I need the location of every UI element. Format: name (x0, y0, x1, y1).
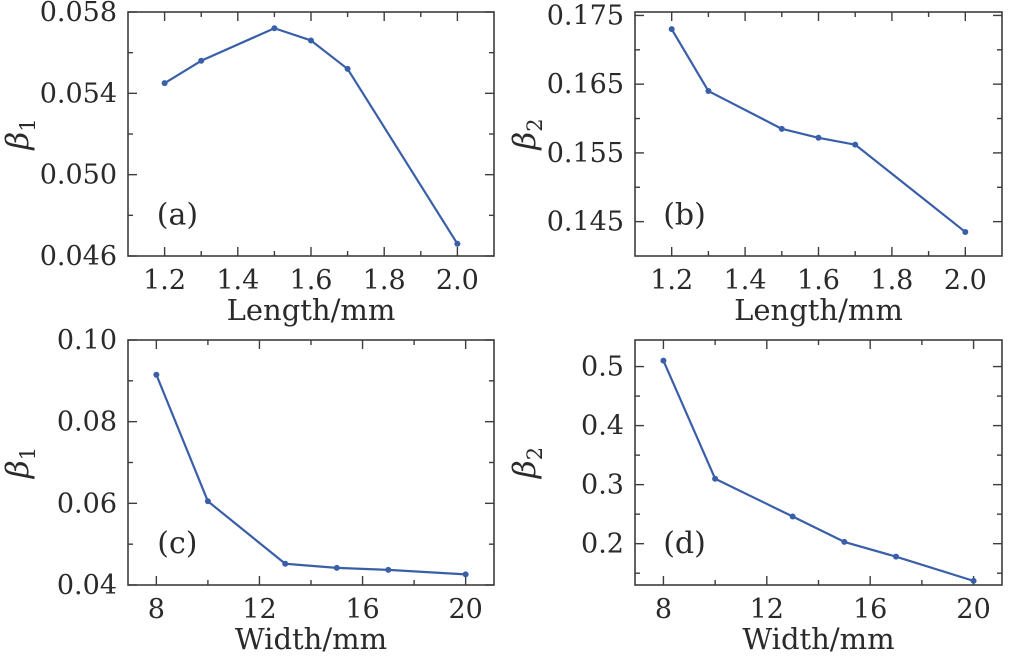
panel-c-beta1-vs-width: 8 12 16 20 0.04 0.06 0.08 0.10 Width/mm β1 (c) (0, 325, 507, 657)
data-point-marker (462, 571, 469, 578)
y-tick-label: 0.050 (40, 160, 117, 191)
data-point-marker (962, 228, 969, 235)
x-axis-label: Length/mm (734, 293, 903, 327)
y-tick-label: 0.10 (57, 328, 117, 356)
y-axis-label: β2 (507, 118, 547, 150)
x-tick-label: 1.4 (216, 265, 259, 296)
series-line (155, 373, 467, 576)
data-point-marker (282, 560, 289, 567)
data-point-marker (852, 141, 859, 148)
x-tick-label: 1.8 (870, 265, 913, 296)
x-tick-label: 20 (448, 594, 482, 625)
panel-d-beta2-vs-width: 8 12 16 20 0.2 0.3 0.4 0.5 Width/mm β2 (d) (507, 328, 1015, 657)
x-tick-label: 1.6 (797, 265, 840, 296)
panel-letter-label: (d) (663, 526, 706, 561)
series-line (163, 27, 459, 245)
x-axis-label: Width/mm (235, 622, 387, 656)
data-point-marker (333, 564, 340, 571)
data-point-marker (778, 125, 785, 132)
panel-letter-label: (a) (157, 197, 198, 232)
series-line (662, 359, 975, 582)
data-point-marker (308, 37, 314, 44)
y-tick-label: 0.058 (40, 0, 117, 28)
y-tick-label: 0.145 (547, 207, 624, 238)
data-point-marker (198, 57, 205, 64)
y-tick-label: 0.04 (57, 570, 117, 601)
y-axis-label-group: β1 (0, 447, 40, 479)
data-point-marker (970, 577, 977, 584)
data-point-marker (893, 553, 900, 560)
data-point-marker (841, 538, 848, 545)
chart-svg: 8 12 16 20 0.2 0.3 0.4 0.5 Width/mm β2 (d) (507, 339, 1003, 656)
data-point-marker (712, 475, 719, 482)
x-tick-label: 1.8 (363, 265, 406, 296)
series-line (670, 28, 967, 234)
x-tick-label: 2.0 (944, 265, 987, 296)
y-axis-label: β2 (507, 447, 547, 479)
x-tick-label: 1.2 (143, 265, 186, 296)
x-axis-label: Width/mm (742, 622, 894, 656)
y-tick-label: 0.2 (581, 529, 624, 560)
y-tick-label: 0.3 (581, 470, 624, 501)
panel-b-beta2-vs-length: 1.2 1.4 1.6 1.8 2.0 0.145 0.155 0.165 0.175 Lengt… (507, 0, 1015, 328)
data-point-marker (660, 357, 667, 364)
x-tick-label: 1.2 (650, 265, 693, 296)
panel-letter-label: (c) (157, 526, 197, 561)
data-point-marker (153, 371, 160, 378)
data-point-marker (789, 513, 796, 520)
y-tick-label: 0.06 (57, 488, 117, 519)
y-tick-label: 0.165 (547, 69, 624, 100)
data-point-marker (668, 26, 675, 33)
y-axis-label-group: β1 (0, 118, 40, 150)
x-tick-label: 8 (655, 594, 672, 625)
data-point-marker (344, 65, 351, 72)
data-point-marker (161, 80, 168, 87)
x-tick-label: 2.0 (436, 265, 479, 296)
y-axis-label-group: β2 (507, 118, 547, 150)
y-axis-label: β1 (0, 447, 40, 479)
x-tick-label: 16 (345, 594, 379, 625)
data-point-marker (705, 88, 712, 95)
panel-a-beta1-vs-length: 1.2 1.4 1.6 1.8 2.0 0.046 0.050 0.054 0.058 Lengt… (0, 0, 507, 328)
data-point-marker (204, 498, 211, 505)
y-tick-label: 0.054 (40, 78, 117, 109)
x-tick-label: 1.4 (724, 265, 767, 296)
x-tick-label: 8 (148, 594, 165, 625)
data-point-marker (815, 134, 822, 141)
y-tick-label: 0.155 (547, 138, 624, 169)
x-tick-label: 16 (853, 594, 887, 625)
x-tick-label: 12 (750, 594, 784, 625)
y-tick-label: 0.175 (547, 0, 624, 31)
panel-letter-label: (b) (663, 197, 706, 232)
x-tick-label: 1.6 (290, 265, 333, 296)
x-tick-label: 20 (956, 594, 990, 625)
y-tick-label: 0.046 (40, 241, 117, 272)
y-tick-label: 0.08 (57, 407, 117, 438)
y-axis-label-group: β2 (507, 447, 547, 479)
y-tick-label: 0.5 (581, 352, 624, 383)
chart-svg: 8 12 16 20 0.04 0.06 0.08 0.10 Width/mm β1 (c) (0, 325, 495, 656)
y-axis-label: β1 (0, 118, 40, 150)
data-point-marker (385, 566, 392, 573)
chart-svg: 1.2 1.4 1.6 1.8 2.0 0.046 0.050 0.054 0.058 Lengt… (0, 0, 495, 327)
y-tick-label: 0.4 (581, 411, 624, 442)
data-point-marker (271, 25, 278, 32)
x-tick-label: 12 (242, 594, 276, 625)
x-axis-label: Length/mm (227, 293, 396, 327)
chart-svg: 1.2 1.4 1.6 1.8 2.0 0.145 0.155 0.165 0.175 Lengt… (507, 0, 1003, 327)
data-point-marker (454, 240, 461, 247)
